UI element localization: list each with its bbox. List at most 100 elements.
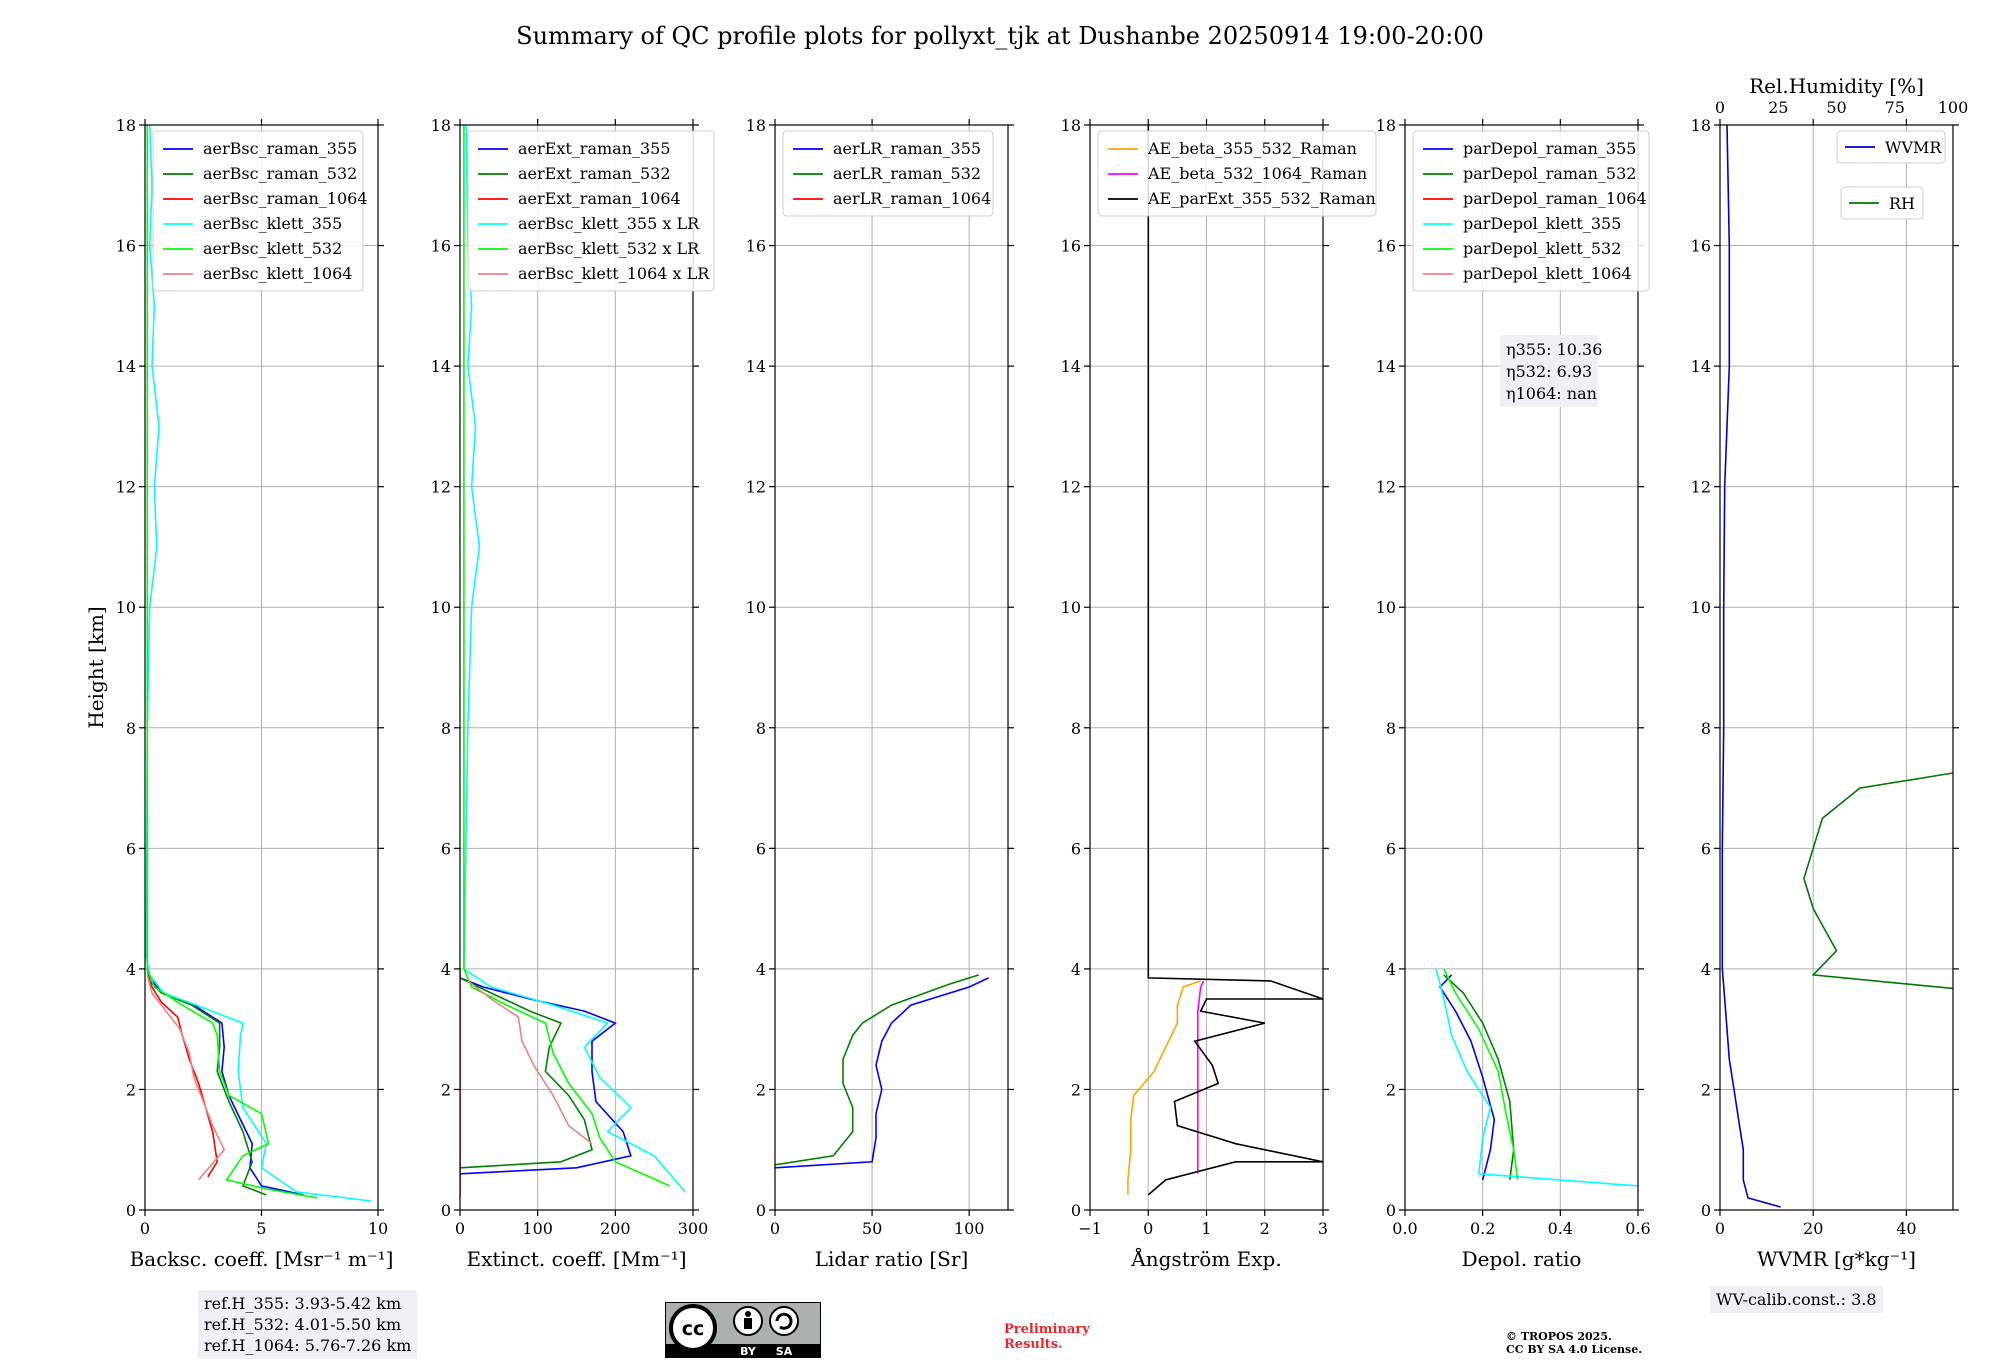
y-tick-label: 8 <box>441 719 451 738</box>
y-tick-label: 18 <box>116 116 136 135</box>
x-tick-label: 0 <box>455 1219 465 1238</box>
series-line-parDepol_raman_532 <box>1443 974 1515 1181</box>
x-axis-label: Extinct. coeff. [Mm⁻¹] <box>466 1247 686 1271</box>
legend-entry: aerBsc_raman_355 <box>203 139 357 158</box>
y-tick-label: 14 <box>116 357 136 376</box>
panel-1: 0 2 4 6 8 10 12 14 16 18 0 5 10 Backsc. coeff. [Msr⁻¹… <box>84 116 393 1271</box>
legend-entry: aerExt_raman_355 <box>518 139 671 158</box>
series-line-aerBsc_klett_1064 <box>146 974 226 1181</box>
legend-entry: WVMR <box>1885 138 1942 157</box>
y-axis-label: Height [km] <box>84 606 108 728</box>
legend-entry: AE_beta_355_532_Raman <box>1147 139 1357 158</box>
y-tick-label: 10 <box>1061 598 1081 617</box>
legend-box <box>782 130 994 217</box>
legend-entry: aerBsc_raman_1064 <box>203 189 368 208</box>
x-axis-label: Backsc. coeff. [Msr⁻¹ m⁻¹] <box>130 1247 394 1271</box>
y-tick-label: 4 <box>1071 960 1081 979</box>
x-tick-label: 300 <box>678 1219 709 1238</box>
y-tick-label: 10 <box>1376 598 1396 617</box>
legend-entry: aerBsc_klett_532 <box>203 239 342 258</box>
y-tick-label: 10 <box>1691 598 1711 617</box>
y-tick-label: 4 <box>1386 960 1396 979</box>
y-tick-label: 14 <box>1376 357 1396 376</box>
axes-frame <box>1404 124 1639 1211</box>
y-tick-label: 16 <box>1061 237 1081 256</box>
copyright-note: © TROPOS 2025. CC BY SA 4.0 License. <box>1506 1330 1642 1356</box>
y-tick-label: 2 <box>441 1080 451 1099</box>
x-tick-label: 5 <box>256 1219 266 1238</box>
x-tick-label: 0.6 <box>1625 1219 1650 1238</box>
eta-value: η355: 10.36 <box>1506 340 1602 359</box>
plot-area <box>1127 125 1323 1196</box>
y-tick-label: 6 <box>1701 839 1711 858</box>
x-tick-label: 1 <box>1201 1219 1211 1238</box>
cc-by-sa-logo: cc BY SA <box>665 1302 821 1358</box>
ref-height-355: ref.H_355: 3.93-5.42 km <box>204 1294 402 1313</box>
legend-box <box>152 130 364 292</box>
x-axis-label: Ångström Exp. <box>1130 1246 1281 1271</box>
y-tick-label: 0 <box>756 1201 766 1220</box>
legend-entry: aerLR_raman_1064 <box>833 189 991 208</box>
legend-entry: aerBsc_raman_532 <box>203 164 357 183</box>
series-line-aerExt_raman_532 <box>460 977 593 1169</box>
y-tick-label: 18 <box>431 116 451 135</box>
legend-box <box>1097 130 1377 217</box>
y-tick-label: 18 <box>1691 116 1711 135</box>
y-tick-label: 14 <box>746 357 766 376</box>
x-tick-label: 200 <box>600 1219 631 1238</box>
eta-value: η532: 6.93 <box>1506 362 1592 381</box>
y-tick-label: 10 <box>746 598 766 617</box>
legend-entry: aerBsc_klett_1064 x LR <box>518 264 710 283</box>
series-line-parDepol_klett_532 <box>1443 968 1519 1181</box>
panel-2: 0 2 4 6 8 10 12 14 16 18 0 100 200 300 Extinct. coeff.… <box>431 116 715 1271</box>
x-tick-label: 0.0 <box>1392 1219 1417 1238</box>
reference-height-box: ref.H_355: 3.93-5.42 km ref.H_532: 4.01-… <box>198 1290 418 1359</box>
y-tick-label: 12 <box>1061 478 1081 497</box>
copyright-line-2: CC BY SA 4.0 License. <box>1506 1343 1643 1356</box>
x2-tick-label: 75 <box>1885 98 1905 117</box>
y-tick-label: 10 <box>116 598 136 617</box>
x2-axis-label: Rel.Humidity [%] <box>1749 74 1924 98</box>
y-tick-label: 4 <box>126 960 136 979</box>
y-tick-label: 18 <box>1061 116 1081 135</box>
legend-entry: aerExt_raman_532 <box>518 164 671 183</box>
legend-entry: parDepol_raman_532 <box>1463 164 1636 183</box>
wv-calib-text: WV-calib.const.: 3.8 <box>1716 1290 1877 1309</box>
y-tick-label: 4 <box>1701 960 1711 979</box>
y-tick-label: 0 <box>1071 1201 1081 1220</box>
x-tick-label: 0.2 <box>1470 1219 1495 1238</box>
y-tick-label: 16 <box>116 237 136 256</box>
y-tick-label: 6 <box>756 839 766 858</box>
x-tick-label: 40 <box>1896 1219 1916 1238</box>
series-line-aerBsc_klett_532 <box>146 125 318 1199</box>
wv-calib-box: WV-calib.const.: 3.8 <box>1710 1286 1883 1313</box>
y-tick-label: 12 <box>431 478 451 497</box>
legend-entry: AE_beta_532_1064_Raman <box>1147 164 1367 183</box>
y-tick-label: 6 <box>126 839 136 858</box>
legend-box <box>1840 186 1924 220</box>
y-tick-label: 8 <box>1071 719 1081 738</box>
x2-tick-label: 50 <box>1826 98 1846 117</box>
plot-area <box>1435 968 1638 1187</box>
series-line-RH <box>1803 772 1953 990</box>
y-tick-label: 0 <box>1386 1201 1396 1220</box>
axes-frame <box>1719 124 1954 1211</box>
series-line-aerLR_raman_355 <box>775 977 989 1169</box>
panel-5: 0 2 4 6 8 10 12 14 16 18 0.0 0.2 0.4 0.6 Depol. ratio p… <box>1376 116 1651 1271</box>
x-tick-label: 100 <box>954 1219 985 1238</box>
y-tick-label: 8 <box>1386 719 1396 738</box>
x-axis-label: WVMR [g*kg⁻¹] <box>1757 1247 1916 1271</box>
y-tick-label: 18 <box>1376 116 1396 135</box>
series-line-AE_parExt_355_532_Raman <box>1147 125 1323 1196</box>
y-tick-label: 8 <box>756 719 766 738</box>
series-line-aerExt_raman_355 <box>460 977 632 1175</box>
y-tick-label: 14 <box>1691 357 1711 376</box>
y-tick-label: 0 <box>1701 1201 1711 1220</box>
legend-entry: aerLR_raman_532 <box>833 164 981 183</box>
legend-entry: RH <box>1889 194 1915 213</box>
x-tick-label: 0 <box>770 1219 780 1238</box>
series-line-AE_beta_532_1064_Raman <box>1197 980 1205 1174</box>
